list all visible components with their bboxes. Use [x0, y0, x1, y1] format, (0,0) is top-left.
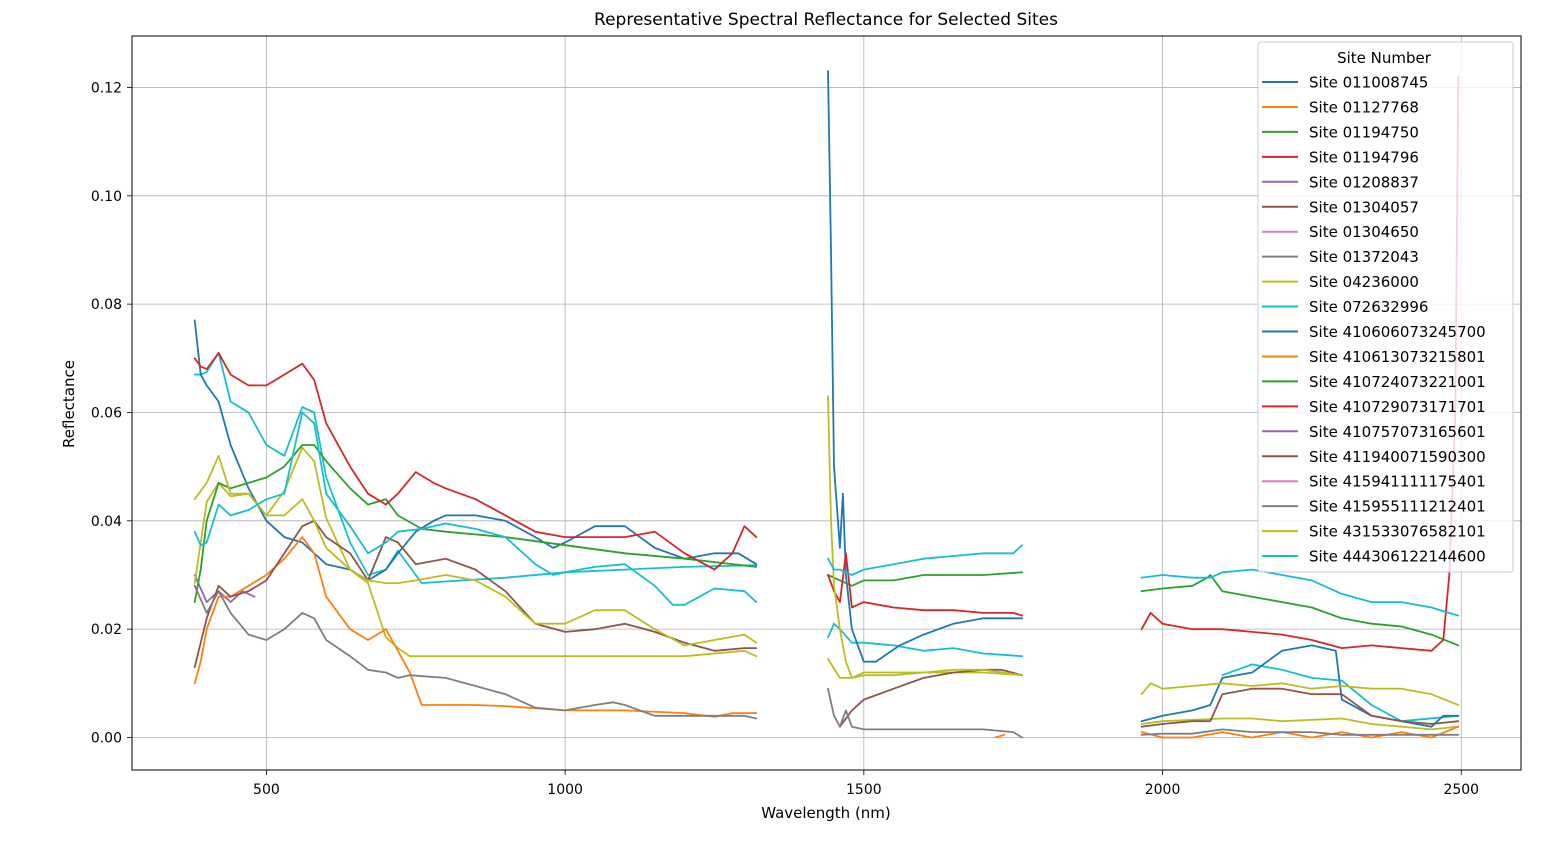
x-tick-label: 1500 [846, 782, 882, 798]
chart-title: Representative Spectral Reflectance for … [594, 10, 1058, 30]
x-tick-label: 2500 [1443, 782, 1479, 798]
series-line-12 [193, 444, 1460, 647]
axes: 500 1000 1500 2000 2500 0.00 0.02 0.04 0.06 0.08 0… [91, 80, 1479, 798]
legend-label: Site 01304057 [1309, 198, 1419, 216]
y-tick-label: 0.00 [91, 730, 122, 746]
x-tick-label: 1000 [547, 782, 583, 798]
series-line-13 [193, 75, 1460, 652]
x-tick-label: 500 [253, 782, 280, 798]
legend-label: Site 431533076582101 [1309, 523, 1486, 541]
legend-label: Site 415955111212401 [1309, 498, 1486, 516]
series-line-18 [193, 395, 1460, 706]
y-tick-label: 0.10 [91, 189, 122, 205]
y-tick-label: 0.12 [91, 80, 122, 96]
legend-label: Site 01194750 [1309, 123, 1419, 141]
x-tick-label: 2000 [1145, 782, 1181, 798]
legend-label: Site 410729073171701 [1309, 398, 1486, 416]
y-axis-label: Reflectance [60, 360, 78, 448]
legend-label: Site 411940071590300 [1309, 448, 1486, 466]
legend-label: Site 01372043 [1309, 248, 1419, 266]
series-line-unlabeled-2 [193, 446, 1460, 731]
series-line-10 [193, 70, 1460, 728]
y-tick-label: 0.04 [91, 514, 122, 530]
series-lines [193, 70, 1460, 739]
legend-label: Site 410606073245700 [1309, 323, 1486, 341]
legend-title: Site Number [1337, 49, 1432, 67]
series-line-19 [193, 411, 1460, 617]
series-line-15 [193, 519, 1460, 728]
y-tick-label: 0.08 [91, 297, 122, 313]
legend-label: Site 01127768 [1309, 98, 1419, 116]
legend-label: Site 410757073165601 [1309, 423, 1486, 441]
legend-label: Site 444306122144600 [1309, 548, 1486, 566]
legend-label: Site 01208837 [1309, 173, 1419, 191]
legend-label: Site 072632996 [1309, 298, 1428, 316]
plot-frame [131, 35, 1522, 771]
y-tick-label: 0.06 [91, 405, 122, 421]
x-axis-label: Wavelength (nm) [761, 804, 891, 822]
y-tick-label: 0.02 [91, 622, 122, 638]
legend-entries: Site 011008745 Site 01127768 Site 01194750… [1262, 74, 1486, 566]
legend-label: Site 410724073221001 [1309, 373, 1486, 391]
legend-label: Site 01194796 [1309, 148, 1419, 166]
legend-label: Site 410613073215801 [1309, 348, 1486, 366]
legend-label: Site 01304650 [1309, 223, 1419, 241]
series-line-17 [193, 584, 1460, 739]
legend-label: Site 011008745 [1309, 74, 1428, 92]
legend-label: Site 415941111175401 [1309, 473, 1486, 491]
legend-label: Site 04236000 [1309, 273, 1419, 291]
legend-frame [1257, 41, 1514, 573]
